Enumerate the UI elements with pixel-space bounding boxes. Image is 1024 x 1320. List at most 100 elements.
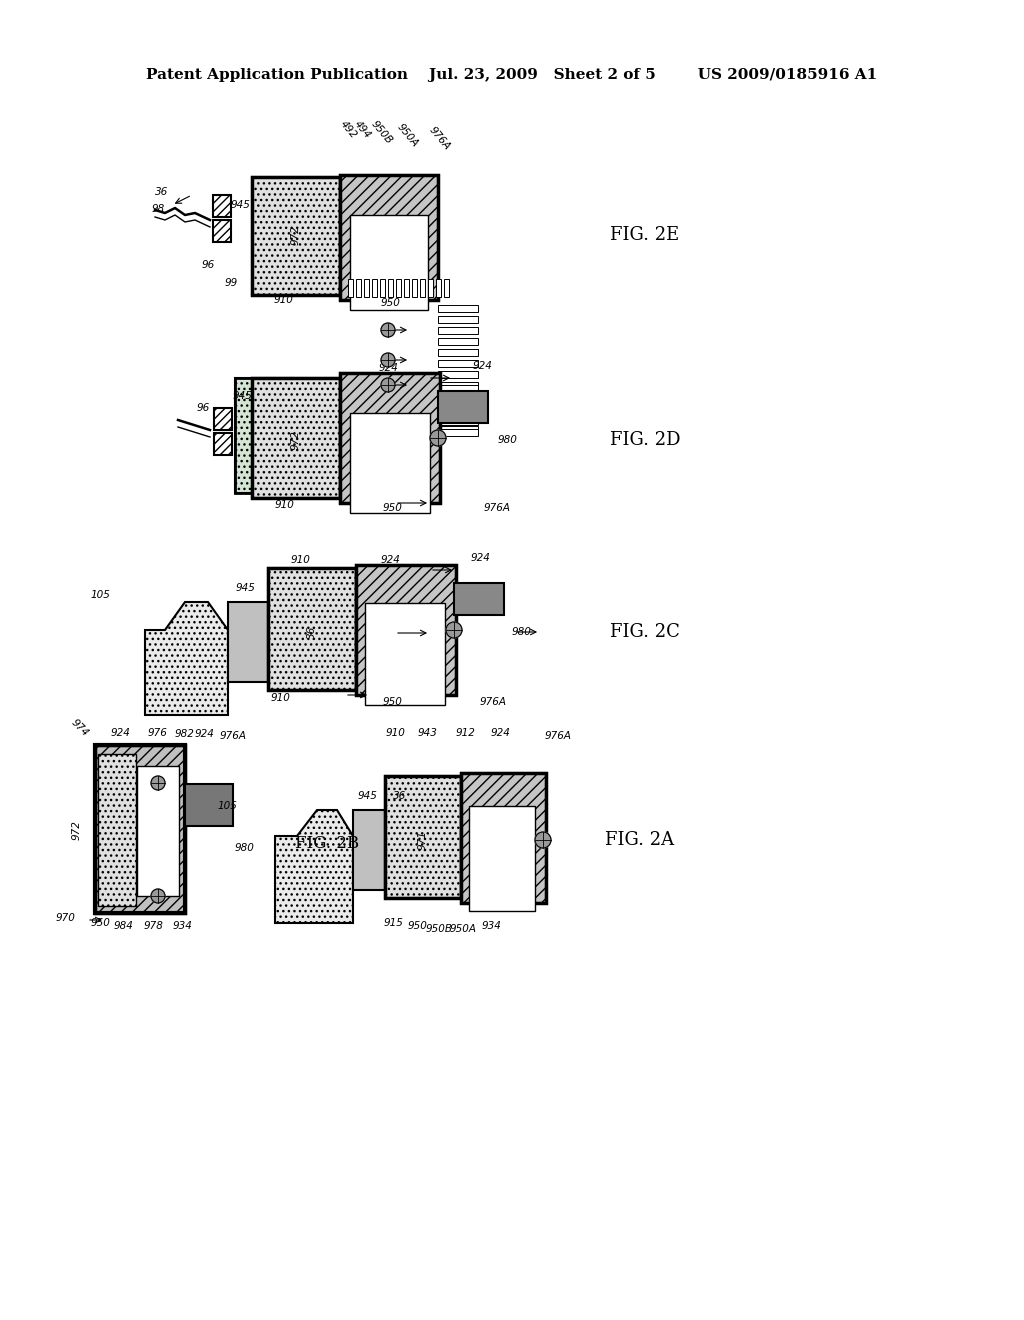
Bar bbox=[444, 279, 449, 297]
Text: 96: 96 bbox=[202, 260, 215, 271]
Text: 910: 910 bbox=[274, 500, 294, 510]
Bar bbox=[438, 426, 478, 433]
Text: 105: 105 bbox=[217, 801, 237, 810]
Text: 976A: 976A bbox=[480, 697, 507, 708]
Text: 950B: 950B bbox=[370, 119, 394, 145]
Text: 910: 910 bbox=[270, 693, 290, 704]
Bar bbox=[347, 399, 352, 414]
Text: FIG. 2C: FIG. 2C bbox=[610, 623, 680, 642]
Bar bbox=[396, 279, 401, 297]
Text: 950: 950 bbox=[408, 921, 427, 931]
Bar bbox=[299, 399, 304, 414]
Circle shape bbox=[535, 832, 551, 847]
Text: 910: 910 bbox=[385, 729, 404, 738]
Text: 924: 924 bbox=[378, 363, 398, 374]
Text: 36: 36 bbox=[155, 187, 168, 197]
Circle shape bbox=[151, 776, 165, 789]
Bar bbox=[340, 374, 440, 503]
Bar bbox=[283, 399, 288, 414]
Text: 950: 950 bbox=[382, 503, 402, 513]
Text: 910: 910 bbox=[273, 294, 293, 305]
Text: 98: 98 bbox=[152, 205, 165, 214]
Text: 950B: 950B bbox=[426, 924, 453, 935]
Bar bbox=[372, 279, 377, 297]
Bar bbox=[252, 378, 340, 498]
Text: 976A: 976A bbox=[484, 503, 511, 513]
Text: 972: 972 bbox=[291, 226, 301, 246]
Text: 934: 934 bbox=[172, 921, 191, 931]
Bar bbox=[438, 414, 478, 422]
Circle shape bbox=[381, 378, 395, 392]
Bar bbox=[385, 776, 461, 898]
Text: 980: 980 bbox=[234, 843, 255, 853]
Text: 945: 945 bbox=[230, 201, 250, 210]
Bar bbox=[438, 371, 478, 378]
Text: 36: 36 bbox=[307, 626, 317, 639]
Bar bbox=[420, 279, 425, 297]
Text: 976A: 976A bbox=[220, 731, 247, 741]
Bar bbox=[380, 279, 385, 297]
Text: 915: 915 bbox=[383, 917, 402, 928]
Bar bbox=[364, 279, 369, 297]
Bar bbox=[438, 393, 478, 400]
Bar bbox=[185, 784, 233, 826]
Text: 945: 945 bbox=[357, 791, 377, 801]
Bar bbox=[469, 807, 535, 911]
Text: 950: 950 bbox=[90, 917, 110, 928]
Circle shape bbox=[430, 430, 446, 446]
Bar bbox=[331, 399, 336, 414]
Bar bbox=[340, 176, 438, 300]
Bar bbox=[348, 279, 353, 297]
Bar bbox=[438, 385, 478, 392]
Circle shape bbox=[381, 323, 395, 337]
Bar bbox=[213, 220, 231, 242]
Bar bbox=[438, 338, 478, 345]
Bar bbox=[412, 279, 417, 297]
Bar bbox=[323, 399, 328, 414]
Bar bbox=[365, 603, 445, 705]
Bar bbox=[438, 381, 478, 389]
Bar bbox=[252, 177, 340, 294]
Bar bbox=[339, 399, 344, 414]
Text: 924: 924 bbox=[472, 360, 492, 371]
Text: 950: 950 bbox=[382, 697, 402, 708]
Bar bbox=[137, 766, 179, 896]
Text: 978: 978 bbox=[143, 921, 163, 931]
Text: 972: 972 bbox=[72, 820, 82, 840]
Circle shape bbox=[381, 352, 395, 367]
Bar bbox=[454, 583, 504, 615]
Text: FIG. 2E: FIG. 2E bbox=[610, 226, 679, 244]
Text: 950A: 950A bbox=[450, 924, 476, 935]
Bar bbox=[404, 279, 409, 297]
Bar bbox=[234, 378, 293, 492]
Text: 943: 943 bbox=[417, 729, 437, 738]
Bar bbox=[340, 176, 438, 300]
Polygon shape bbox=[145, 602, 228, 715]
Bar bbox=[356, 279, 361, 297]
Text: 492: 492 bbox=[338, 119, 358, 141]
Bar bbox=[268, 568, 356, 690]
Bar bbox=[438, 418, 478, 425]
Bar bbox=[438, 327, 478, 334]
Text: 950A: 950A bbox=[395, 121, 421, 149]
Bar bbox=[214, 433, 232, 455]
Bar bbox=[95, 744, 185, 913]
Bar bbox=[234, 378, 293, 492]
Text: 976: 976 bbox=[147, 729, 167, 738]
Text: FIG. 2A: FIG. 2A bbox=[605, 832, 674, 849]
Text: 105: 105 bbox=[90, 590, 110, 601]
Bar bbox=[438, 348, 478, 356]
Bar bbox=[356, 565, 456, 696]
Text: 36: 36 bbox=[393, 791, 407, 801]
Bar bbox=[438, 391, 488, 422]
Text: Patent Application Publication    Jul. 23, 2009   Sheet 2 of 5        US 2009/01: Patent Application Publication Jul. 23, … bbox=[146, 69, 878, 82]
Text: 984: 984 bbox=[113, 921, 133, 931]
Text: 971: 971 bbox=[418, 830, 428, 850]
Bar bbox=[353, 810, 385, 890]
Bar bbox=[385, 776, 461, 898]
Text: 99: 99 bbox=[225, 279, 239, 288]
Text: 980: 980 bbox=[498, 436, 518, 445]
Bar bbox=[350, 215, 428, 310]
Bar bbox=[356, 565, 456, 696]
Bar bbox=[307, 399, 312, 414]
